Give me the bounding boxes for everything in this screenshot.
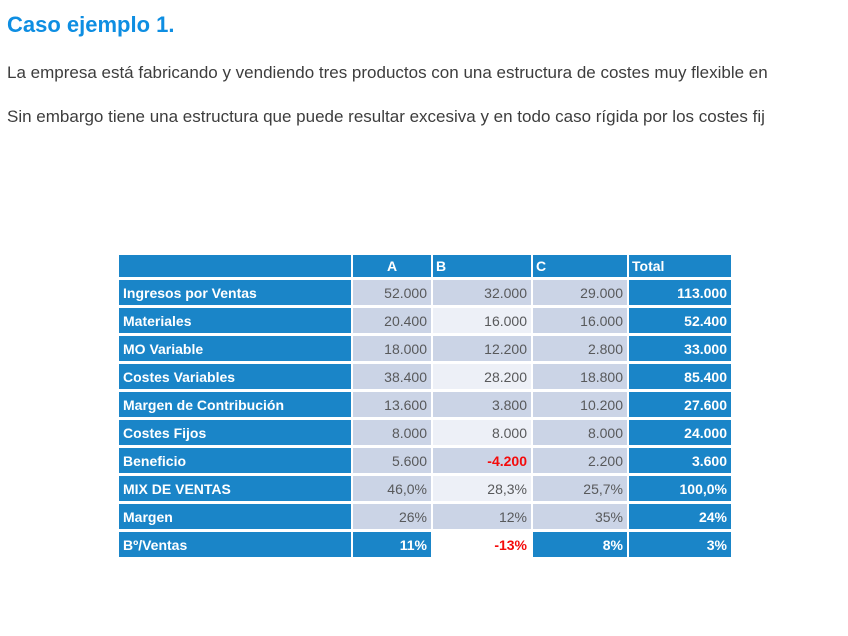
value-cell-b: 3.800 (433, 392, 531, 417)
table-row: Margen 26% 12% 35% 24% (119, 504, 731, 529)
header-empty-cell (119, 255, 351, 277)
table-row: Bº/Ventas 11% -13% 8% 3% (119, 532, 731, 557)
value-cell-b: 12% (433, 504, 531, 529)
value-cell-c: 16.000 (533, 308, 627, 333)
header-col-b: B (433, 255, 531, 277)
header-col-total: Total (629, 255, 731, 277)
row-label-cell: MIX DE VENTAS (119, 476, 351, 501)
row-label-cell: Margen (119, 504, 351, 529)
value-cell-a: 52.000 (353, 280, 431, 305)
value-cell-c: 10.200 (533, 392, 627, 417)
row-label-cell: Bº/Ventas (119, 532, 351, 557)
row-label-cell: Beneficio (119, 448, 351, 473)
value-cell-total: 3% (629, 532, 731, 557)
value-cell-a: 11% (353, 532, 431, 557)
value-cell-total: 3.600 (629, 448, 731, 473)
value-cell-a: 5.600 (353, 448, 431, 473)
value-cell-a: 13.600 (353, 392, 431, 417)
row-label-cell: Margen de Contribución (119, 392, 351, 417)
value-cell-b-negative: -13% (433, 532, 531, 557)
value-cell-c: 8.000 (533, 420, 627, 445)
value-cell-a: 38.400 (353, 364, 431, 389)
value-cell-b: 28.200 (433, 364, 531, 389)
value-cell-b: 16.000 (433, 308, 531, 333)
table-row: Costes Fijos 8.000 8.000 8.000 24.000 (119, 420, 731, 445)
page-title: Caso ejemplo 1. (7, 12, 175, 37)
table-row: Beneficio 5.600 -4.200 2.200 3.600 (119, 448, 731, 473)
value-cell-c: 2.800 (533, 336, 627, 361)
value-cell-b: 12.200 (433, 336, 531, 361)
value-cell-total: 24.000 (629, 420, 731, 445)
value-cell-c: 25,7% (533, 476, 627, 501)
value-cell-a: 20.400 (353, 308, 431, 333)
value-cell-c: 18.800 (533, 364, 627, 389)
table-header-row: A B C Total (119, 255, 731, 277)
paragraph-1: La empresa está fabricando y vendiendo t… (7, 63, 768, 82)
header-col-c: C (533, 255, 627, 277)
value-cell-b: 32.000 (433, 280, 531, 305)
value-cell-total: 27.600 (629, 392, 731, 417)
value-cell-c: 29.000 (533, 280, 627, 305)
value-cell-total: 24% (629, 504, 731, 529)
value-cell-total: 52.400 (629, 308, 731, 333)
cost-structure-table: A B C Total Ingresos por Ventas 52.000 3… (117, 252, 733, 560)
row-label-cell: Ingresos por Ventas (119, 280, 351, 305)
value-cell-a: 8.000 (353, 420, 431, 445)
value-cell-total: 100,0% (629, 476, 731, 501)
value-cell-b: 28,3% (433, 476, 531, 501)
table-row: MO Variable 18.000 12.200 2.800 33.000 (119, 336, 731, 361)
value-cell-c: 8% (533, 532, 627, 557)
table-row: MIX DE VENTAS 46,0% 28,3% 25,7% 100,0% (119, 476, 731, 501)
value-cell-total: 33.000 (629, 336, 731, 361)
paragraph-2: Sin embargo tiene una estructura que pue… (7, 107, 765, 126)
header-col-a: A (353, 255, 431, 277)
table-row: Ingresos por Ventas 52.000 32.000 29.000… (119, 280, 731, 305)
value-cell-a: 18.000 (353, 336, 431, 361)
value-cell-b-negative: -4.200 (433, 448, 531, 473)
table-row: Materiales 20.400 16.000 16.000 52.400 (119, 308, 731, 333)
value-cell-a: 46,0% (353, 476, 431, 501)
row-label-cell: Materiales (119, 308, 351, 333)
value-cell-c: 2.200 (533, 448, 627, 473)
row-label-cell: Costes Variables (119, 364, 351, 389)
table-row: Costes Variables 38.400 28.200 18.800 85… (119, 364, 731, 389)
value-cell-total: 113.000 (629, 280, 731, 305)
value-cell-total: 85.400 (629, 364, 731, 389)
value-cell-b: 8.000 (433, 420, 531, 445)
table-row: Margen de Contribución 13.600 3.800 10.2… (119, 392, 731, 417)
value-cell-c: 35% (533, 504, 627, 529)
value-cell-a: 26% (353, 504, 431, 529)
row-label-cell: Costes Fijos (119, 420, 351, 445)
row-label-cell: MO Variable (119, 336, 351, 361)
